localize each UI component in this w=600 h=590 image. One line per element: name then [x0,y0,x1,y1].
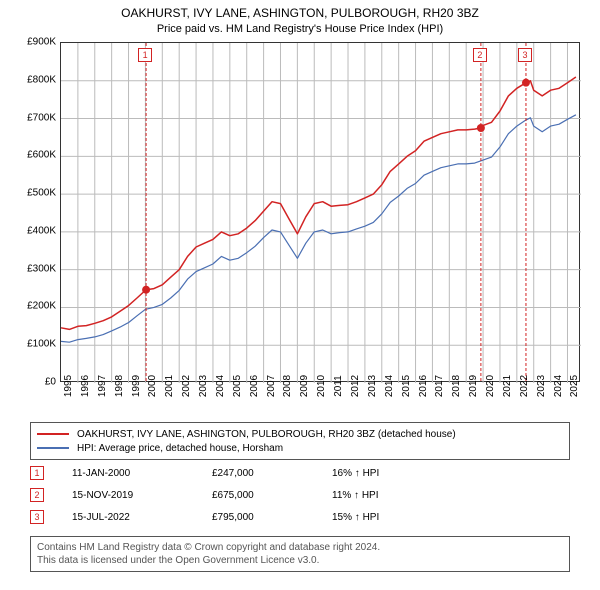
transaction-marker: 2 [30,488,44,502]
chart-subtitle: Price paid vs. HM Land Registry's House … [0,23,600,35]
chart-marker-1: 1 [138,48,152,62]
transaction-row: 3 15-JUL-2022£795,00015% ↑ HPI [30,506,570,528]
y-tick-label: £500K [6,188,56,199]
y-tick-label: £700K [6,112,56,123]
y-tick-label: £0 [6,377,56,388]
chart-plot-area [60,42,580,382]
x-tick-label: 2006 [249,375,260,397]
x-tick-label: 2016 [418,375,429,397]
legend-swatch [37,433,69,435]
transaction-marker: 1 [30,466,44,480]
transaction-price: £795,000 [212,512,332,523]
x-tick-label: 1995 [63,375,74,397]
x-tick-label: 2002 [181,375,192,397]
x-tick-label: 2010 [316,375,327,397]
y-tick-label: £200K [6,301,56,312]
x-tick-label: 2014 [384,375,395,397]
x-tick-label: 2011 [333,375,344,397]
x-tick-label: 1996 [80,375,91,397]
x-tick-label: 2012 [350,375,361,397]
x-tick-label: 2013 [367,375,378,397]
transaction-price: £675,000 [212,490,332,501]
x-tick-label: 1997 [97,375,108,397]
y-tick-label: £400K [6,225,56,236]
x-tick-label: 2021 [502,375,513,397]
chart-marker-3: 3 [518,48,532,62]
x-tick-label: 2004 [215,375,226,397]
x-tick-label: 2020 [485,375,496,397]
transactions-table: 1 11-JAN-2000£247,00016% ↑ HPI 2 15-NOV-201… [30,462,570,528]
transaction-pct: 15% ↑ HPI [332,512,452,523]
x-tick-label: 2008 [282,375,293,397]
legend-swatch [37,447,69,449]
x-tick-label: 2023 [536,375,547,397]
legend-item: OAKHURST, IVY LANE, ASHINGTON, PULBOROUG… [37,427,563,441]
chart-title: OAKHURST, IVY LANE, ASHINGTON, PULBOROUG… [0,0,600,22]
transaction-price: £247,000 [212,468,332,479]
x-tick-label: 1999 [131,375,142,397]
chart-marker-2: 2 [473,48,487,62]
x-tick-label: 2007 [266,375,277,397]
transaction-row: 2 15-NOV-2019£675,00011% ↑ HPI [30,484,570,506]
x-tick-label: 2022 [519,375,530,397]
transaction-date: 15-JUL-2022 [72,512,212,523]
x-tick-label: 2009 [299,375,310,397]
x-tick-label: 2003 [198,375,209,397]
transaction-row: 1 11-JAN-2000£247,00016% ↑ HPI [30,462,570,484]
y-tick-label: £300K [6,263,56,274]
x-tick-label: 2018 [451,375,462,397]
x-tick-label: 2001 [164,375,175,397]
footer-line-1: Contains HM Land Registry data © Crown c… [37,541,563,554]
transaction-marker: 3 [30,510,44,524]
y-tick-label: £600K [6,150,56,161]
x-tick-label: 2000 [147,375,158,397]
transaction-date: 15-NOV-2019 [72,490,212,501]
chart-container: OAKHURST, IVY LANE, ASHINGTON, PULBOROUG… [0,0,600,590]
transaction-pct: 16% ↑ HPI [332,468,452,479]
y-tick-label: £100K [6,339,56,350]
x-tick-label: 2005 [232,375,243,397]
x-tick-label: 2015 [401,375,412,397]
legend-item: HPI: Average price, detached house, Hors… [37,441,563,455]
footer-attribution: Contains HM Land Registry data © Crown c… [30,536,570,572]
x-tick-label: 2019 [468,375,479,397]
footer-line-2: This data is licensed under the Open Gov… [37,554,563,567]
y-tick-label: £900K [6,37,56,48]
x-tick-label: 2017 [434,375,445,397]
transaction-pct: 11% ↑ HPI [332,490,452,501]
chart-svg [61,43,579,381]
legend: OAKHURST, IVY LANE, ASHINGTON, PULBOROUG… [30,422,570,460]
x-tick-label: 2025 [569,375,580,397]
y-tick-label: £800K [6,74,56,85]
legend-label: OAKHURST, IVY LANE, ASHINGTON, PULBOROUG… [77,429,456,440]
x-tick-label: 1998 [114,375,125,397]
transaction-date: 11-JAN-2000 [72,468,212,479]
x-tick-label: 2024 [553,375,564,397]
legend-label: HPI: Average price, detached house, Hors… [77,443,283,454]
